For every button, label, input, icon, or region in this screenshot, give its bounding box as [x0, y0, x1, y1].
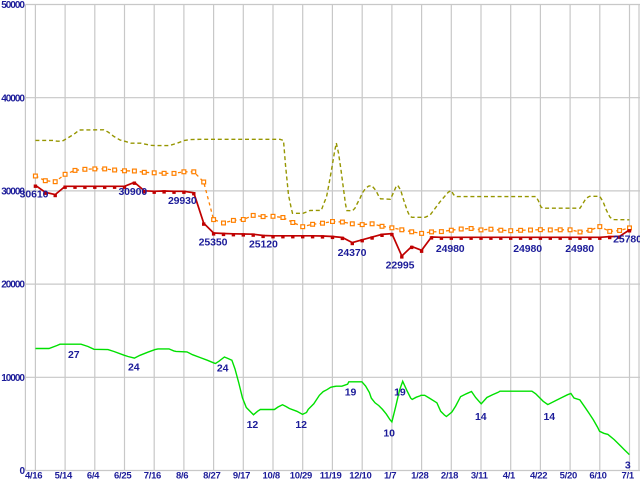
svg-text:12/10: 12/10: [349, 471, 371, 480]
svg-text:24980: 24980: [565, 243, 594, 255]
svg-text:5/20: 5/20: [560, 471, 577, 480]
svg-text:3/11: 3/11: [471, 471, 489, 480]
svg-text:25780: 25780: [613, 234, 640, 246]
svg-text:19: 19: [394, 386, 406, 398]
svg-text:2/18: 2/18: [441, 471, 458, 480]
svg-text:9/17: 9/17: [233, 471, 250, 480]
svg-text:24: 24: [217, 362, 229, 374]
svg-text:50000: 50000: [1, 0, 25, 11]
svg-text:14: 14: [475, 411, 487, 423]
svg-text:25350: 25350: [199, 237, 228, 249]
svg-text:12: 12: [247, 419, 259, 431]
svg-text:24980: 24980: [436, 243, 465, 255]
svg-text:22995: 22995: [386, 259, 415, 271]
svg-text:10000: 10000: [1, 373, 25, 384]
svg-text:19: 19: [345, 386, 357, 398]
svg-text:4/16: 4/16: [25, 471, 42, 480]
svg-text:5/14: 5/14: [55, 471, 73, 480]
svg-text:25120: 25120: [249, 238, 278, 250]
svg-text:7/1: 7/1: [622, 471, 635, 480]
svg-text:3: 3: [625, 460, 631, 472]
svg-text:7/16: 7/16: [144, 471, 161, 480]
svg-text:1/7: 1/7: [384, 471, 396, 480]
svg-text:0: 0: [19, 466, 25, 477]
svg-text:24980: 24980: [513, 243, 542, 255]
svg-text:4/1: 4/1: [503, 471, 516, 480]
svg-text:10/8: 10/8: [263, 471, 280, 480]
svg-text:14: 14: [544, 411, 556, 423]
svg-text:1/28: 1/28: [411, 471, 428, 480]
svg-text:11/19: 11/19: [320, 471, 342, 480]
svg-text:29930: 29930: [168, 195, 197, 207]
svg-text:20000: 20000: [1, 280, 25, 291]
svg-text:12: 12: [295, 419, 307, 431]
svg-text:8/27: 8/27: [203, 471, 220, 480]
svg-text:6/10: 6/10: [589, 471, 606, 480]
svg-text:8/6: 8/6: [176, 471, 188, 480]
svg-text:30610: 30610: [20, 188, 49, 200]
svg-text:27: 27: [68, 349, 80, 361]
svg-text:4/22: 4/22: [530, 471, 547, 480]
svg-text:6/25: 6/25: [114, 471, 132, 480]
svg-text:10/29: 10/29: [290, 471, 312, 480]
svg-text:24: 24: [128, 362, 140, 374]
svg-text:40000: 40000: [1, 93, 25, 104]
svg-text:24370: 24370: [338, 247, 367, 259]
svg-text:30000: 30000: [1, 187, 25, 198]
svg-text:10: 10: [383, 428, 395, 440]
svg-text:30900: 30900: [118, 186, 147, 198]
svg-text:6/4: 6/4: [87, 471, 100, 480]
